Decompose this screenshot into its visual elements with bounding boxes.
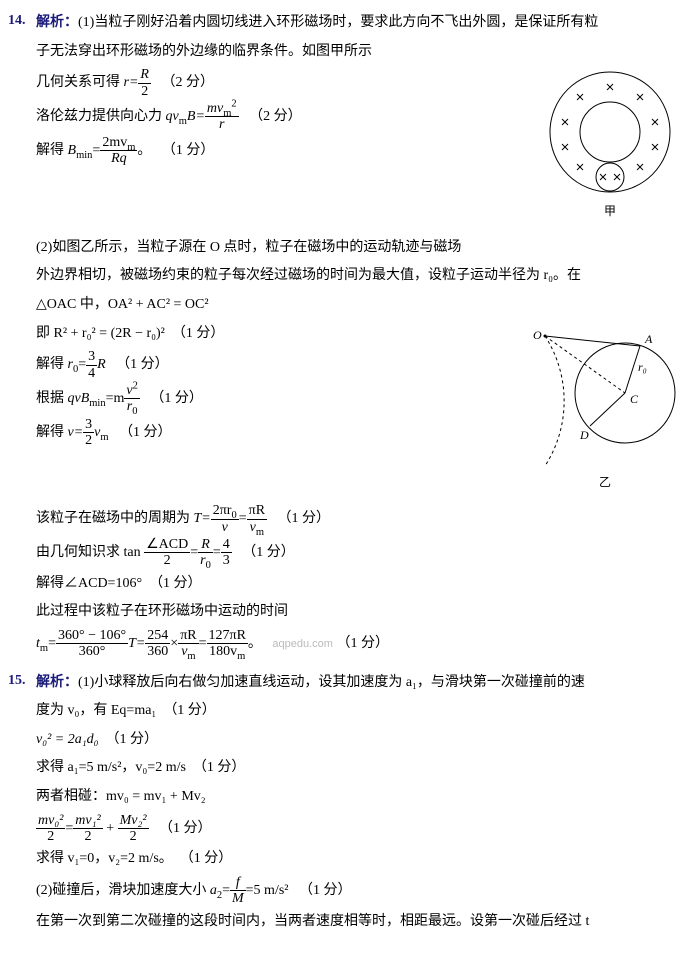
- q14-content: 解析：(1)当粒子刚好沿着内圆切线进入环形磁场时，要求此方向不飞出外圆，是保证所…: [36, 8, 680, 662]
- q15-v1: 求得 v₁=0，v₂=2 m/s。 （1 分）: [36, 846, 680, 873]
- q14-intro: 解析：(1)当粒子刚好沿着内圆切线进入环形磁场时，要求此方向不飞出外圆，是保证所…: [36, 10, 680, 37]
- q15-p1b: 度为 v₀，有 Eq=ma₁ （1 分）: [36, 698, 680, 725]
- q14-number: 14.: [8, 8, 36, 35]
- q14-tm: tm=360° − 106°360°T=254360×πRvm=127πR180…: [36, 628, 680, 660]
- q14-p2b: 外边界相切，被磁场约束的粒子每次经过磁场的时间为最大值，设粒子运动半径为 r₀。…: [36, 263, 680, 290]
- watermark: aqpedu.com: [272, 638, 333, 650]
- q15-number: 15.: [8, 668, 36, 695]
- figure-jia: 甲: [540, 67, 680, 233]
- q15-v02: v₀² = 2a₁d₀ （1 分）: [36, 727, 680, 754]
- svg-text:r₀: r₀: [638, 360, 647, 374]
- points-2b: （2 分）: [249, 109, 302, 124]
- points-2: （2 分）: [161, 75, 214, 90]
- q14-p2a: (2)如图乙所示，当粒子源在 O 点时，粒子在磁场中的运动轨迹与磁场: [36, 235, 680, 262]
- figure-jia-label: 甲: [604, 204, 616, 218]
- question-14: 14. 解析：(1)当粒子刚好沿着内圆切线进入环形磁场时，要求此方向不飞出外圆，…: [8, 8, 680, 662]
- svg-text:A: A: [644, 332, 653, 346]
- question-15: 15. 解析：(1)小球释放后向右做匀加速直线运动，设其加速度为 a₁，与滑块第…: [8, 668, 680, 938]
- points-1: （1 分）: [162, 143, 215, 158]
- svg-text:D: D: [579, 428, 589, 442]
- q15-last: 在第一次到第二次碰撞的这段时间内，当两者速度相等时，相距最远。设第一次碰后经过 …: [36, 909, 680, 936]
- q14-tan: 由几何知识求 tan ∠ACD2=Rr0=43 （1 分）: [36, 537, 680, 569]
- q14-acd: 解得∠ACD=106° （1 分）: [36, 571, 680, 598]
- q14-p1a: (1)当粒子刚好沿着内圆切线进入环形磁场时，要求此方向不飞出外圆，是保证所有粒: [78, 15, 598, 30]
- q14-process: 此过程中该粒子在环形磁场中运动的时间: [36, 599, 680, 626]
- q14-p2c: △OAC 中，OA² + AC² = OC²: [36, 292, 680, 319]
- svg-text:乙: 乙: [599, 475, 611, 489]
- figure-yi-svg: O A C D r₀ 乙: [530, 321, 680, 491]
- figure-yi: O A C D r₀ 乙: [530, 321, 680, 502]
- svg-text:O: O: [533, 328, 542, 342]
- analysis-label: 解析：: [36, 15, 78, 30]
- q14-period: 该粒子在磁场中的周期为 T=2πr0v=πRvm （1 分）: [36, 503, 680, 535]
- analysis-label-15: 解析：: [36, 675, 78, 690]
- q15-energy: mv₀²2=mv₁²2 + Mv₂²2 （1 分）: [36, 813, 680, 845]
- q15-collide: 两者相碰：mv₀ = mv₁ + Mv₂: [36, 784, 680, 811]
- q15-content: 解析：(1)小球释放后向右做匀加速直线运动，设其加速度为 a₁，与滑块第一次碰撞…: [36, 668, 680, 938]
- figure-jia-svg: 甲: [540, 67, 680, 222]
- q15-a1: 求得 a₁=5 m/s²，v₀=2 m/s （1 分）: [36, 755, 680, 782]
- q15-p1a: 解析：(1)小球释放后向右做匀加速直线运动，设其加速度为 a₁，与滑块第一次碰撞…: [36, 670, 680, 697]
- q15-p2: (2)碰撞后，滑块加速度大小 a2=fM=5 m/s² （1 分）: [36, 875, 680, 907]
- q14-p1b: 子无法穿出环形磁场的外边缘的临界条件。如图甲所示: [36, 39, 680, 66]
- svg-text:C: C: [630, 392, 639, 406]
